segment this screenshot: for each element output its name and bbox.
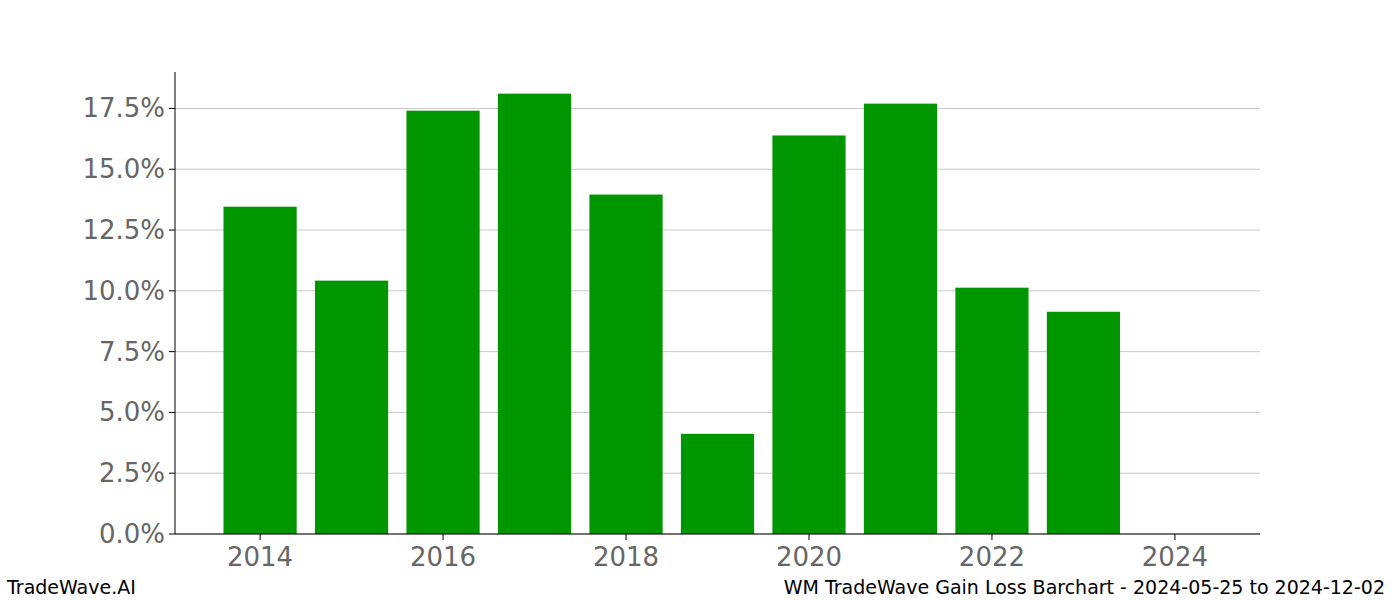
x-tick-label: 2018 bbox=[593, 542, 659, 572]
y-tick-label: 10.0% bbox=[82, 276, 165, 306]
bar bbox=[1047, 312, 1120, 534]
bar bbox=[681, 434, 754, 534]
x-axis-line bbox=[175, 534, 1260, 535]
bar bbox=[315, 281, 388, 534]
chart: 0.0% 2.5% 5.0% 7.5% 10.0% 12.5% 15.0% 17.5% 2014… bbox=[0, 0, 1400, 600]
x-tick-label: 2020 bbox=[776, 542, 842, 572]
bar bbox=[955, 288, 1028, 534]
y-tick bbox=[169, 473, 175, 474]
bar bbox=[406, 111, 479, 534]
title: WM TradeWave Gain Loss Barchart - 2024-0… bbox=[784, 576, 1385, 598]
y-tick bbox=[169, 534, 175, 535]
bar bbox=[498, 94, 571, 534]
grid-line bbox=[175, 169, 1260, 170]
y-tick bbox=[169, 230, 175, 231]
x-tick bbox=[808, 534, 809, 540]
x-tick-label: 2022 bbox=[959, 542, 1025, 572]
grid-line bbox=[175, 534, 1260, 535]
y-tick-label: 7.5% bbox=[99, 337, 165, 367]
y-tick-label: 17.5% bbox=[82, 93, 165, 123]
y-tick bbox=[169, 412, 175, 413]
bar bbox=[864, 104, 937, 534]
y-tick-label: 0.0% bbox=[99, 519, 165, 549]
y-axis-line bbox=[175, 72, 176, 534]
background bbox=[0, 0, 1400, 600]
x-tick bbox=[1174, 534, 1175, 540]
y-tick bbox=[169, 169, 175, 170]
x-tick bbox=[626, 534, 627, 540]
y-tick bbox=[169, 351, 175, 352]
x-tick bbox=[991, 534, 992, 540]
y-tick-label: 2.5% bbox=[99, 458, 165, 488]
x-tick bbox=[260, 534, 261, 540]
grid-line bbox=[175, 230, 1260, 231]
y-tick bbox=[169, 290, 175, 291]
bar bbox=[223, 207, 296, 534]
y-tick-label: 15.0% bbox=[82, 154, 165, 184]
bar bbox=[589, 195, 662, 534]
x-tick-label: 2014 bbox=[227, 542, 293, 572]
y-tick-label: 12.5% bbox=[82, 215, 165, 245]
x-tick-label: 2016 bbox=[410, 542, 476, 572]
x-tick-label: 2024 bbox=[1142, 542, 1208, 572]
annotation: TradeWave.AI bbox=[6, 576, 136, 598]
y-tick bbox=[169, 108, 175, 109]
y-tick-label: 5.0% bbox=[99, 397, 165, 427]
x-tick bbox=[443, 534, 444, 540]
grid-line bbox=[175, 108, 1260, 109]
bars bbox=[223, 94, 1120, 534]
bar bbox=[772, 135, 845, 534]
